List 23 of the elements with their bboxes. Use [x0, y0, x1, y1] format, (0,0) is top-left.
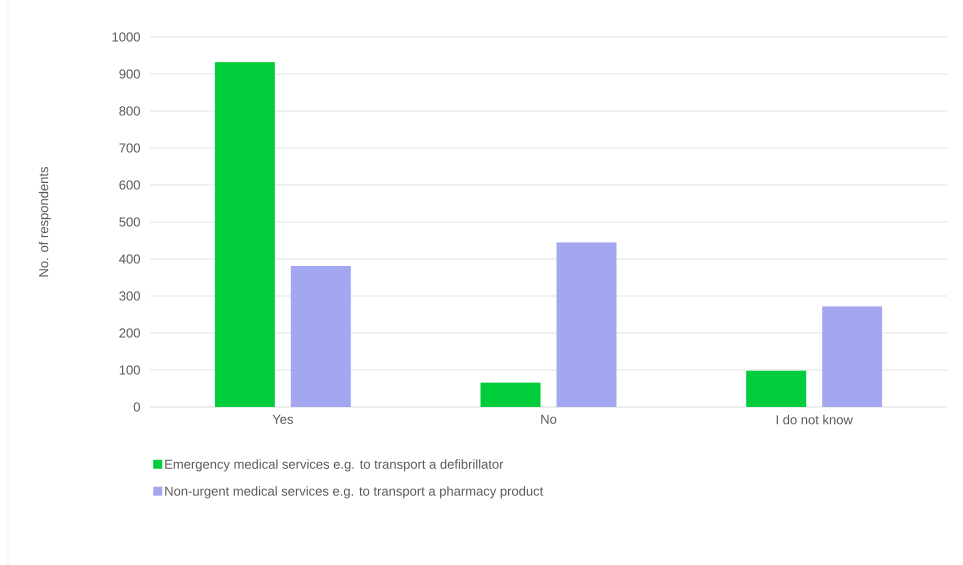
bar	[822, 306, 882, 407]
y-tick-label: 100	[120, 365, 140, 375]
y-tick-label: 900	[119, 69, 140, 79]
bar	[746, 370, 806, 407]
bar	[290, 266, 351, 407]
legend-label: Non-urgent medical services e.g. to transport a pharmacy product	[165, 486, 544, 498]
y-tick-label: 700	[119, 143, 140, 153]
y-tick-label: 300	[119, 291, 140, 301]
legend-label: Emergency medical services e.g. to transport a defibrillator	[165, 459, 504, 472]
y-axis-title: No. of respondents	[38, 166, 51, 276]
y-tick-label: 600	[119, 180, 140, 190]
y-tick-label: 1000	[112, 32, 140, 42]
y-tick-label: 0	[134, 402, 140, 412]
bar	[480, 382, 541, 407]
y-tick-label: 400	[119, 254, 140, 264]
y-tick-label: 200	[119, 328, 140, 338]
x-tick-label: Yes	[272, 414, 293, 424]
x-tick-label: No	[541, 414, 556, 424]
y-tick-label: 500	[119, 217, 140, 227]
y-tick-label: 800	[119, 106, 140, 116]
bar	[214, 62, 275, 407]
bar	[556, 242, 617, 407]
x-tick-label: I do not know	[776, 414, 853, 424]
